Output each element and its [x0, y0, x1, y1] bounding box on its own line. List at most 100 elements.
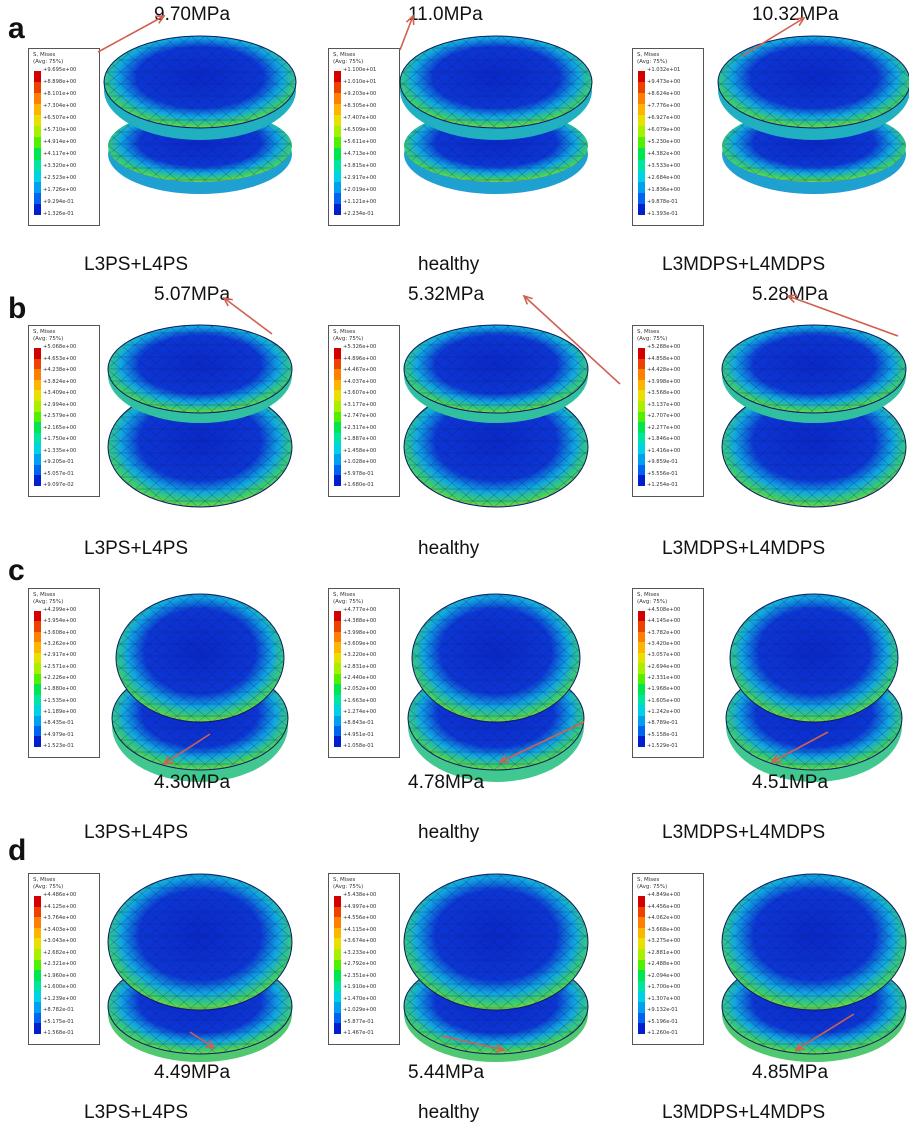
- legend-a-3: S, Mises (Avg: 75%) +1.032e+01 +9.473e+00 +…: [632, 48, 704, 226]
- legend-value: +1.100e+01: [343, 67, 377, 73]
- upper-disc-mesh: [108, 325, 292, 413]
- peak-stress-a-3: 10.32MPa: [752, 4, 839, 25]
- legend-value: +5.710e+00: [43, 127, 77, 133]
- legend-swatch: [638, 991, 645, 1003]
- legend-swatch: [334, 684, 341, 695]
- legend-value: +4.062e+00: [647, 915, 681, 921]
- peak-stress-c-2: 4.78MPa: [408, 772, 485, 793]
- legend-value: +3.998e+00: [343, 629, 377, 636]
- legend-value: +2.694e+00: [647, 663, 681, 670]
- legend-value: +9.203e+00: [343, 91, 377, 97]
- legend-value: +2.277e+00: [647, 424, 681, 431]
- legend-swatch: [34, 369, 41, 380]
- legend-title: S, Mises (Avg: 75%): [333, 592, 364, 605]
- legend-value: +2.682e+00: [43, 949, 77, 956]
- legend-value: +4.951e-01: [343, 731, 374, 738]
- legend-value: +5.068e+00: [43, 344, 77, 350]
- legend-value: +3.233e+00: [343, 949, 377, 956]
- upper-disc-mesh: [116, 594, 284, 722]
- legend-swatch: [34, 422, 41, 433]
- legend-swatch: [334, 1012, 341, 1024]
- lower-disc-mesh: [722, 387, 906, 507]
- legend-swatch: [34, 642, 41, 653]
- legend-colorbar: [34, 896, 41, 1034]
- legend-value: +9.695e+00: [43, 67, 77, 73]
- legend-value: +4.125e+00: [43, 903, 77, 910]
- legend-value: +5.877e-01: [343, 1018, 374, 1025]
- disc-model: [721, 324, 907, 508]
- peak-stress-d-1: 4.49MPa: [154, 1062, 231, 1083]
- legend-swatch: [334, 715, 341, 726]
- legend-b-1: S, Mises (Avg: 75%) +5.068e+00 +4.653e+00 +…: [28, 325, 100, 497]
- legend-swatch: [638, 896, 645, 907]
- legend-swatch: [34, 148, 41, 160]
- legend-swatch: [334, 422, 341, 433]
- legend-value: +4.486e+00: [43, 892, 77, 898]
- legend-value: +1.028e+00: [343, 459, 377, 465]
- legend-value: +8.898e+00: [43, 79, 77, 85]
- legend-colorbar: [34, 71, 41, 215]
- legend-value: +3.057e+00: [647, 652, 681, 659]
- legend-swatch: [638, 611, 645, 622]
- legend-value: +4.382e+00: [647, 151, 681, 157]
- legend-swatch: [638, 148, 645, 160]
- legend-swatch: [638, 917, 645, 928]
- legend-swatch: [638, 454, 645, 465]
- legend-value: +1.058e-01: [343, 742, 374, 749]
- legend-value: +4.777e+00: [343, 607, 377, 613]
- legend-swatch: [34, 379, 41, 391]
- legend-swatch: [34, 949, 41, 960]
- legend-colorbar: [638, 611, 645, 747]
- legend-value: +5.230e+00: [647, 139, 681, 145]
- legend-swatch: [334, 82, 341, 94]
- legend-swatch: [34, 970, 41, 981]
- peak-arrow-head: [522, 294, 533, 305]
- legend-value: +1.836e+00: [647, 187, 681, 193]
- legend-c-2: S, Mises (Avg: 75%) +4.777e+00 +4.388e+00 +…: [328, 588, 400, 758]
- caption-c-1: L3PS+L4PS: [84, 822, 189, 843]
- legend-value: +2.571e+00: [43, 663, 77, 670]
- legend-value: +1.680e-01: [343, 482, 374, 488]
- legend-value: +4.858e+00: [647, 355, 681, 362]
- legend-swatch: [334, 1023, 341, 1034]
- legend-value: +7.407e+00: [343, 115, 377, 121]
- legend-swatch: [334, 432, 341, 444]
- legend-swatch: [334, 379, 341, 391]
- disc-model: [717, 35, 909, 194]
- legend-swatch: [334, 71, 341, 83]
- legend-value: +1.416e+00: [647, 447, 681, 454]
- legend-value: +1.274e+00: [343, 708, 377, 715]
- legend-value: +3.764e+00: [43, 915, 77, 921]
- legend-swatch: [334, 181, 341, 193]
- legend-colorbar: [638, 896, 645, 1034]
- upper-disc-mesh: [722, 325, 906, 413]
- legend-swatch: [638, 938, 645, 950]
- legend-title: S, Mises (Avg: 75%): [637, 52, 668, 65]
- legend-swatch: [34, 82, 41, 94]
- legend-value: +2.917e+00: [343, 175, 377, 181]
- peak-stress-c-3: 4.51MPa: [752, 772, 829, 793]
- legend-value: +3.220e+00: [343, 652, 377, 659]
- legend-value: +9.294e-01: [43, 199, 74, 205]
- legend-swatch: [34, 736, 41, 747]
- legend-value: +4.508e+00: [647, 607, 681, 613]
- legend-swatch: [34, 906, 41, 918]
- legend-value: +3.824e+00: [43, 378, 77, 385]
- legend-swatch: [34, 170, 41, 182]
- legend-swatch: [638, 71, 645, 83]
- legend-swatch: [334, 959, 341, 971]
- legend-swatch: [34, 71, 41, 83]
- caption-b-1: L3PS+L4PS: [84, 538, 189, 559]
- legend-swatch: [638, 203, 645, 215]
- legend-value: +5.196e-01: [647, 1018, 678, 1025]
- legend-value: +1.010e+01: [343, 79, 377, 85]
- legend-swatch: [34, 126, 41, 138]
- legend-value: +1.458e+00: [343, 447, 377, 454]
- legend-value: +3.043e+00: [43, 938, 77, 944]
- legend-values: +1.100e+01 +1.010e+01 +9.203e+00 +8.305e+00…: [343, 67, 377, 218]
- legend-swatch: [34, 694, 41, 706]
- caption-b-2: healthy: [418, 538, 480, 559]
- legend-value: +2.488e+00: [647, 961, 681, 967]
- legend-title: S, Mises (Avg: 75%): [333, 52, 364, 65]
- legend-value: +4.238e+00: [43, 367, 77, 373]
